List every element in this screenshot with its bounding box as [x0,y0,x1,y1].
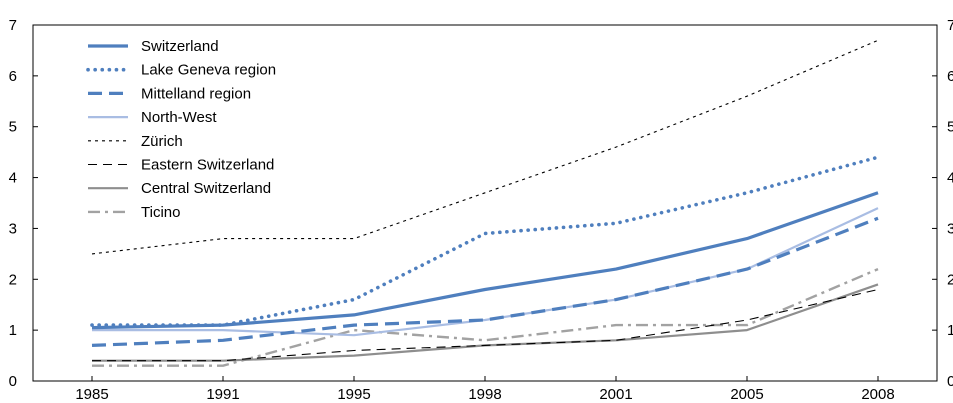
y-tick-label-left: 0 [9,373,17,390]
series-line [92,267,879,367]
y-tick-label-right: 7 [947,17,953,34]
legend-label: Eastern Switzerland [141,157,274,174]
series-lines [90,39,880,367]
x-tick-label: 1991 [206,386,239,403]
series-line [91,216,879,347]
y-tick-label-left: 4 [9,170,17,187]
legend-label: Lake Geneva region [141,62,276,79]
y-tick-label-right: 3 [947,220,953,237]
y-tick-label-right: 5 [947,119,953,136]
legend-label: Ticino [141,204,180,221]
series-line [92,207,879,337]
x-tick-label: 2001 [599,386,632,403]
y-tick-label-left: 1 [9,322,17,339]
y-tick-label-right: 2 [947,271,953,288]
y-tick-label-right: 6 [947,68,953,85]
y-tick-label-right: 0 [947,373,953,390]
y-tick-label-left: 5 [9,119,17,136]
legend-label: Mittelland region [141,85,251,102]
legend-label: North-West [141,109,217,126]
legend: Switzerland Lake Geneva region Mittelland … [86,38,276,221]
y-tick-label-right: 4 [947,170,953,187]
y-tick-label-left: 6 [9,68,17,85]
series-line [92,283,879,362]
y-tick-label-left: 7 [9,17,17,34]
legend-label: Central Switzerland [141,180,271,197]
series-line [92,288,879,362]
axes: 0 0 1 1 2 2 3 3 4 4 5 5 6 6 7 7 1985 1991 1995 1998 2001 2005… [9,17,953,403]
legend-label: Zürich [141,133,183,150]
series-line [91,191,879,330]
series-line [90,155,880,327]
y-tick-label-left: 2 [9,271,17,288]
x-tick-label: 1985 [75,386,108,403]
series-line [91,39,879,255]
x-tick-label: 1998 [468,386,501,403]
x-tick-label: 1995 [337,386,370,403]
x-tick-label: 2005 [730,386,763,403]
x-tick-label: 2008 [861,386,894,403]
y-tick-label-right: 1 [947,322,953,339]
y-tick-label-left: 3 [9,220,17,237]
legend-label: Switzerland [141,38,219,55]
